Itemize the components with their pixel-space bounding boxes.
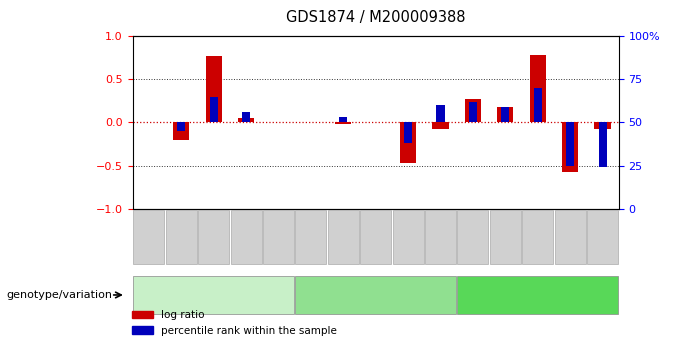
Text: Itgb6 -/-: Itgb6 -/-	[354, 290, 398, 300]
Bar	[404, 122, 412, 143]
Legend: log ratio, percentile rank within the sample: log ratio, percentile rank within the sa…	[128, 306, 341, 340]
Text: GSM41465: GSM41465	[177, 213, 186, 262]
Bar	[501, 107, 509, 122]
Bar	[469, 102, 477, 122]
Text: GSM41457: GSM41457	[469, 213, 477, 262]
Text: wild type: wild type	[188, 290, 239, 300]
Bar	[242, 112, 250, 122]
Bar	[437, 105, 445, 122]
Text: GSM41469: GSM41469	[241, 213, 250, 262]
Text: GSM41458: GSM41458	[501, 213, 510, 262]
Text: GSM41464: GSM41464	[371, 213, 380, 262]
Text: GSM41470: GSM41470	[274, 213, 283, 262]
Bar	[497, 107, 513, 122]
Bar	[209, 97, 218, 122]
Text: Itgb6 -/-, TGFbeta+: Itgb6 -/-, TGFbeta+	[484, 290, 592, 300]
Bar	[534, 88, 542, 122]
Bar	[594, 122, 611, 128]
Text: GSM41468: GSM41468	[436, 213, 445, 262]
Bar	[598, 122, 607, 167]
Bar	[173, 122, 189, 140]
Text: GSM41466: GSM41466	[209, 213, 218, 262]
Bar	[465, 99, 481, 122]
Bar	[530, 55, 546, 122]
Text: GSM41463: GSM41463	[566, 213, 575, 262]
Bar	[205, 56, 222, 122]
Text: GSM41460: GSM41460	[339, 213, 347, 262]
Bar	[432, 122, 449, 129]
Bar	[339, 117, 347, 122]
Bar	[177, 122, 185, 131]
Text: GSM41459: GSM41459	[307, 213, 316, 262]
Bar	[238, 118, 254, 122]
Text: GSM41461: GSM41461	[144, 213, 153, 262]
Text: GSM41471: GSM41471	[598, 213, 607, 262]
Bar	[562, 122, 578, 172]
Bar	[400, 122, 416, 163]
Bar	[335, 122, 352, 124]
Bar	[566, 122, 574, 166]
Text: GDS1874 / M200009388: GDS1874 / M200009388	[286, 10, 465, 25]
Text: genotype/variation: genotype/variation	[7, 290, 113, 300]
Text: GSM41462: GSM41462	[533, 213, 542, 262]
Text: GSM41467: GSM41467	[404, 213, 413, 262]
